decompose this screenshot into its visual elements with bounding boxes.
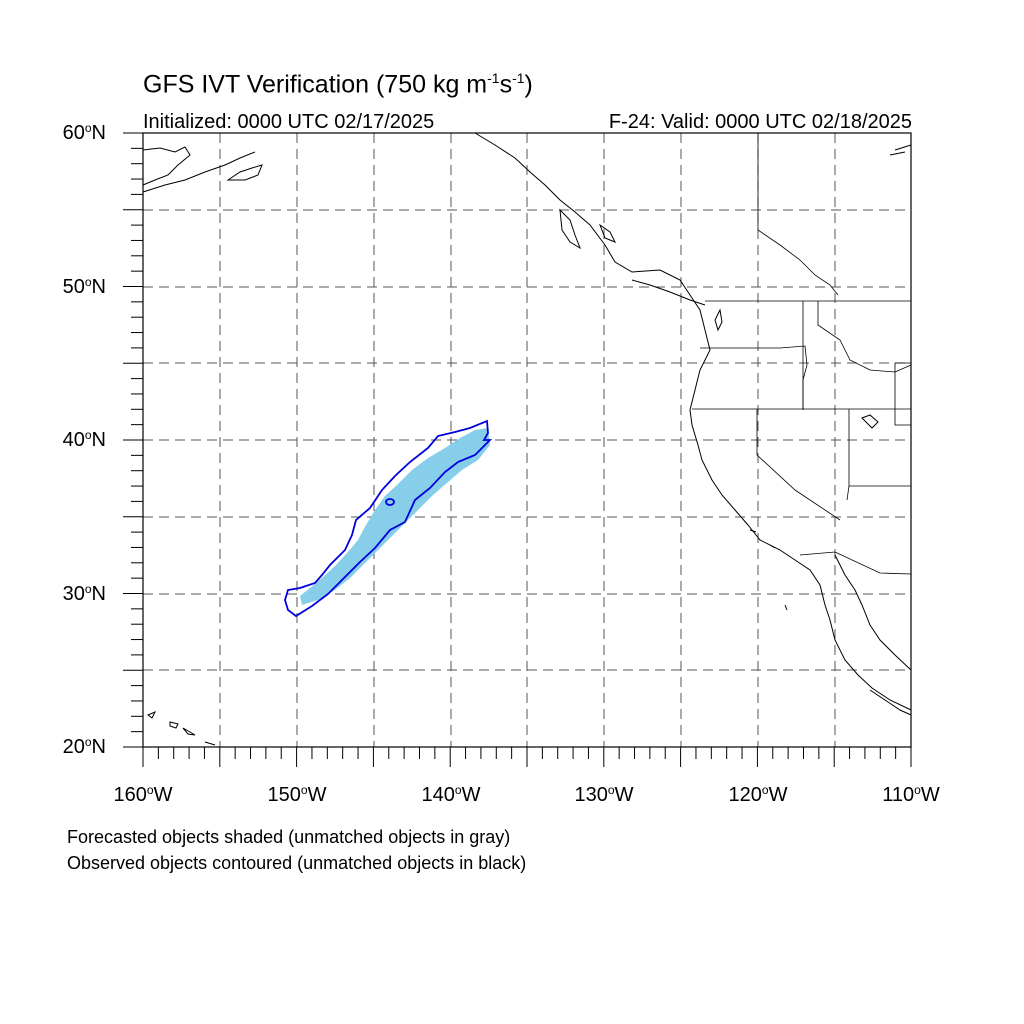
lon-label-110w: 110oW [882, 783, 940, 806]
lat-label-20n: 20oN [62, 735, 106, 758]
lon-label-150w: 150oW [267, 783, 327, 806]
forecast-object-shade [300, 428, 490, 605]
lat-label-40n: 40oN [62, 428, 106, 451]
init-time-label: Initialized: 0000 UTC 02/17/2025 [143, 111, 435, 133]
coastlines [142, 132, 912, 746]
lon-label-160w: 160oW [113, 783, 173, 806]
axis-ticks [123, 132, 912, 767]
lat-label-60n: 60oN [62, 121, 106, 144]
footer-observed-note: Observed objects contoured (unmatched ob… [67, 853, 527, 873]
valid-time-label: F-24: Valid: 0000 UTC 02/18/2025 [608, 111, 912, 133]
footer-forecast-note: Forecasted objects shaded (unmatched obj… [67, 827, 511, 847]
lon-label-140w: 140oW [421, 783, 481, 806]
graticule [143, 133, 911, 747]
map-title: GFS IVT Verification (750 kg m-1s-1) [143, 70, 533, 99]
lat-label-50n: 50oN [62, 275, 106, 298]
state-borders [692, 133, 912, 575]
lon-label-120w: 120oW [728, 783, 788, 806]
lat-label-30n: 30oN [62, 582, 106, 605]
observed-object-contour [284, 419, 493, 618]
lon-label-130w: 130oW [574, 783, 634, 806]
